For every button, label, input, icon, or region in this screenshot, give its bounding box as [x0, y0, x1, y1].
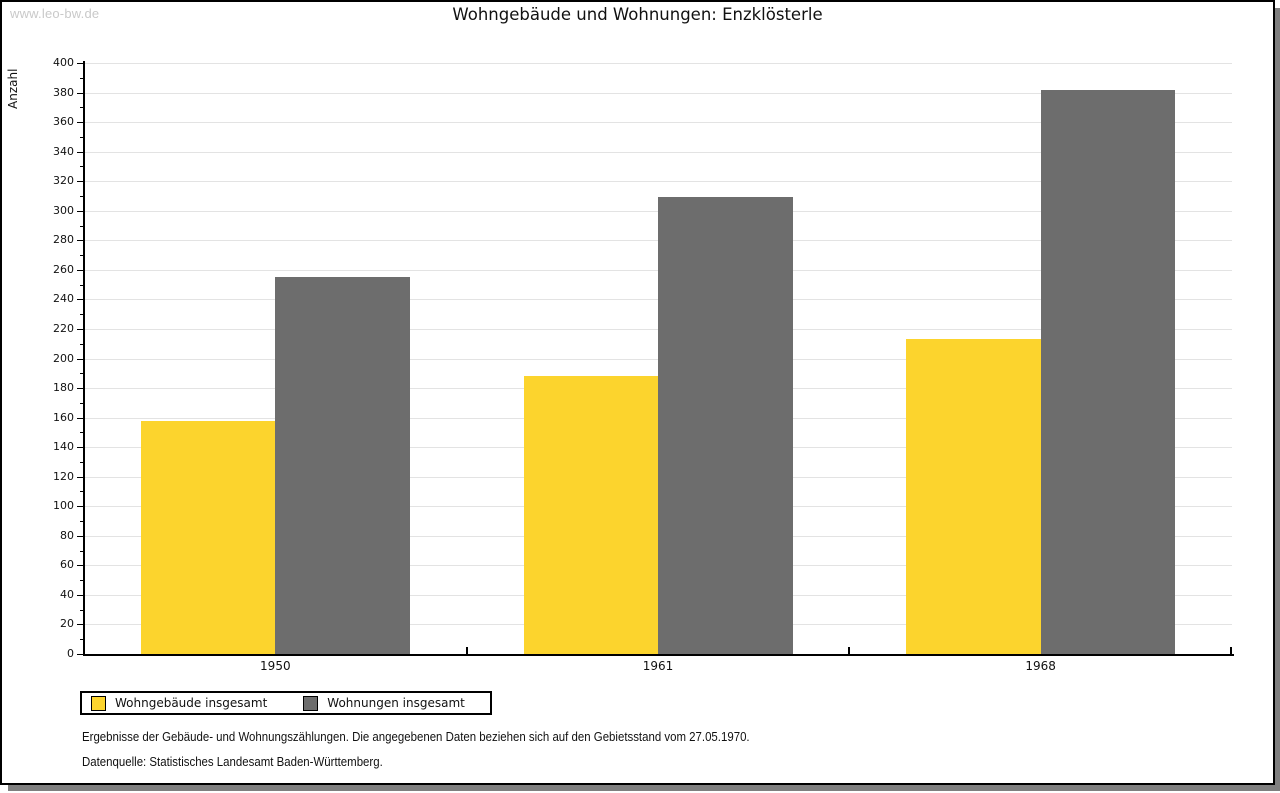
bar-wohnungen [275, 277, 410, 654]
y-minor-tick [80, 491, 84, 492]
y-tick-label: 380 [53, 86, 74, 99]
y-major-tick [77, 270, 84, 271]
y-minor-tick [80, 166, 84, 167]
y-minor-tick [80, 521, 84, 522]
y-tick-label: 340 [53, 145, 74, 158]
gridline [85, 181, 1232, 182]
y-major-tick [77, 624, 84, 625]
y-tick-label: 160 [53, 411, 74, 424]
x-category-label: 1950 [260, 659, 291, 673]
y-minor-tick [80, 373, 84, 374]
legend-label: Wohnungen insgesamt [327, 696, 465, 710]
legend-swatch [303, 695, 319, 711]
legend-item: Wohngebäude insgesamt [91, 695, 268, 711]
footer-note: Ergebnisse der Gebäude- und Wohnungszähl… [82, 729, 750, 744]
y-tick-label: 280 [53, 233, 74, 246]
chart-title: Wohngebäude und Wohnungen: Enzklösterle [452, 5, 823, 24]
gridline [85, 93, 1232, 94]
page-shadow-bottom [8, 785, 1280, 791]
y-tick-label: 0 [67, 647, 74, 660]
y-tick-label: 60 [60, 558, 74, 571]
y-minor-tick [80, 551, 84, 552]
legend-item: Wohnungen insgesamt [303, 695, 465, 711]
y-major-tick [77, 211, 84, 212]
y-major-tick [77, 63, 84, 64]
y-minor-tick [80, 255, 84, 256]
y-minor-tick [80, 226, 84, 227]
y-minor-tick [80, 580, 84, 581]
y-tick-label: 20 [60, 617, 74, 630]
y-tick-label: 300 [53, 204, 74, 217]
y-major-tick [77, 359, 84, 360]
y-major-tick [77, 181, 84, 182]
y-minor-tick [80, 462, 84, 463]
y-tick-label: 40 [60, 588, 74, 601]
y-tick-label: 240 [53, 292, 74, 305]
legend-label: Wohngebäude insgesamt [115, 696, 268, 710]
y-major-tick [77, 506, 84, 507]
y-major-tick [77, 565, 84, 566]
y-axis [83, 61, 85, 656]
y-major-tick [77, 536, 84, 537]
y-major-tick [77, 122, 84, 123]
y-major-tick [77, 240, 84, 241]
gridline [85, 152, 1232, 153]
bar-wohngebaeude [906, 339, 1041, 654]
y-tick-label: 220 [53, 322, 74, 335]
y-tick-label: 360 [53, 115, 74, 128]
y-minor-tick [80, 344, 84, 345]
y-tick-label: 320 [53, 174, 74, 187]
y-tick-label: 100 [53, 499, 74, 512]
gridline [85, 63, 1232, 64]
x-category-label: 1968 [1025, 659, 1056, 673]
legend: Wohngebäude insgesamt Wohnungen insgesamt [80, 691, 492, 715]
y-minor-tick [80, 314, 84, 315]
x-axis-end-tick [1230, 647, 1232, 654]
bar-wohngebaeude [140, 420, 276, 654]
y-major-tick [77, 388, 84, 389]
y-tick-label: 80 [60, 529, 74, 542]
y-major-tick [77, 93, 84, 94]
x-category-label: 1961 [642, 659, 674, 673]
y-major-tick [77, 447, 84, 448]
y-tick-label: 180 [53, 381, 74, 394]
y-minor-tick [80, 432, 84, 433]
y-minor-tick [80, 610, 84, 611]
y-tick-label: 260 [53, 263, 74, 276]
x-category-tick [465, 647, 468, 654]
y-minor-tick [80, 137, 84, 138]
y-major-tick [77, 418, 84, 419]
y-minor-tick [80, 403, 84, 404]
y-tick-label: 140 [53, 440, 74, 453]
x-category-tick [848, 647, 851, 654]
y-minor-tick [80, 78, 84, 79]
y-tick-label: 400 [53, 56, 74, 69]
bar-wohngebaeude [523, 376, 658, 654]
y-major-tick [77, 477, 84, 478]
bar-wohnungen [1040, 89, 1176, 654]
footer-source: Datenquelle: Statistisches Landesamt Bad… [82, 754, 383, 769]
y-minor-tick [80, 107, 84, 108]
bar-wohnungen [658, 197, 793, 654]
legend-swatch [91, 695, 106, 711]
y-minor-tick [80, 196, 84, 197]
y-tick-label: 120 [53, 470, 74, 483]
page-shadow-right [1275, 8, 1280, 791]
y-minor-tick [80, 285, 84, 286]
y-major-tick [77, 299, 84, 300]
watermark: www.leo-bw.de [10, 6, 100, 21]
y-minor-tick [80, 639, 84, 640]
y-major-tick [77, 152, 84, 153]
y-major-tick [77, 329, 84, 330]
x-axis [83, 654, 1234, 656]
y-major-tick [77, 595, 84, 596]
y-tick-label: 200 [53, 352, 74, 365]
gridline [85, 122, 1232, 123]
y-major-tick [77, 654, 84, 655]
